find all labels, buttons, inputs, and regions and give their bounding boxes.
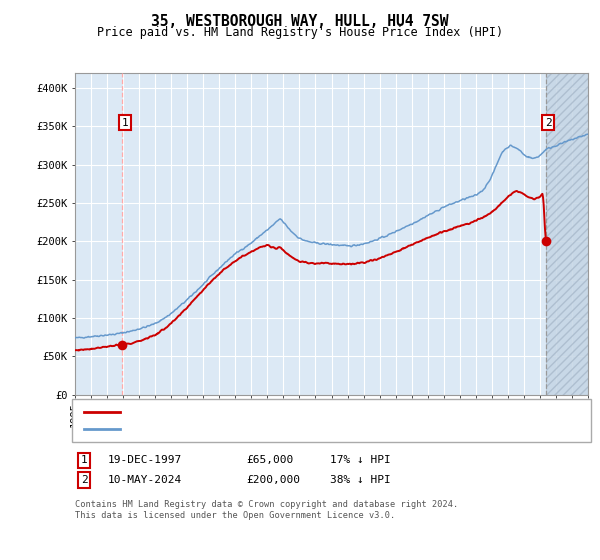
Text: HPI: Average price, detached house, East Riding of Yorkshire: HPI: Average price, detached house, East… xyxy=(126,424,486,434)
Text: £65,000: £65,000 xyxy=(246,455,293,465)
Text: £200,000: £200,000 xyxy=(246,475,300,485)
Text: Price paid vs. HM Land Registry's House Price Index (HPI): Price paid vs. HM Land Registry's House … xyxy=(97,26,503,39)
Text: 2: 2 xyxy=(80,475,88,485)
Text: 35, WESTBOROUGH WAY, HULL, HU4 7SW: 35, WESTBOROUGH WAY, HULL, HU4 7SW xyxy=(151,14,449,29)
Text: 2: 2 xyxy=(545,118,551,128)
Text: 1: 1 xyxy=(80,455,88,465)
Text: 38% ↓ HPI: 38% ↓ HPI xyxy=(330,475,391,485)
Text: 10-MAY-2024: 10-MAY-2024 xyxy=(108,475,182,485)
Text: 19-DEC-1997: 19-DEC-1997 xyxy=(108,455,182,465)
Text: 35, WESTBOROUGH WAY, HULL, HU4 7SW (detached house): 35, WESTBOROUGH WAY, HULL, HU4 7SW (deta… xyxy=(126,407,432,417)
Text: 1: 1 xyxy=(121,118,128,128)
Text: Contains HM Land Registry data © Crown copyright and database right 2024.: Contains HM Land Registry data © Crown c… xyxy=(75,500,458,508)
Bar xyxy=(545,73,588,395)
Text: 17% ↓ HPI: 17% ↓ HPI xyxy=(330,455,391,465)
Text: This data is licensed under the Open Government Licence v3.0.: This data is licensed under the Open Gov… xyxy=(75,511,395,520)
